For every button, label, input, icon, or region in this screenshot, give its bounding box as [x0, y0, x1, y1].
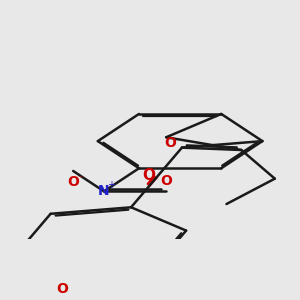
Text: O: O [142, 168, 156, 183]
Text: ⁻: ⁻ [77, 175, 82, 184]
Text: O: O [57, 282, 69, 296]
Text: +: + [106, 180, 115, 190]
Text: O: O [165, 136, 177, 150]
Text: O: O [160, 174, 172, 188]
Text: N: N [98, 184, 110, 198]
Text: O: O [67, 175, 79, 188]
